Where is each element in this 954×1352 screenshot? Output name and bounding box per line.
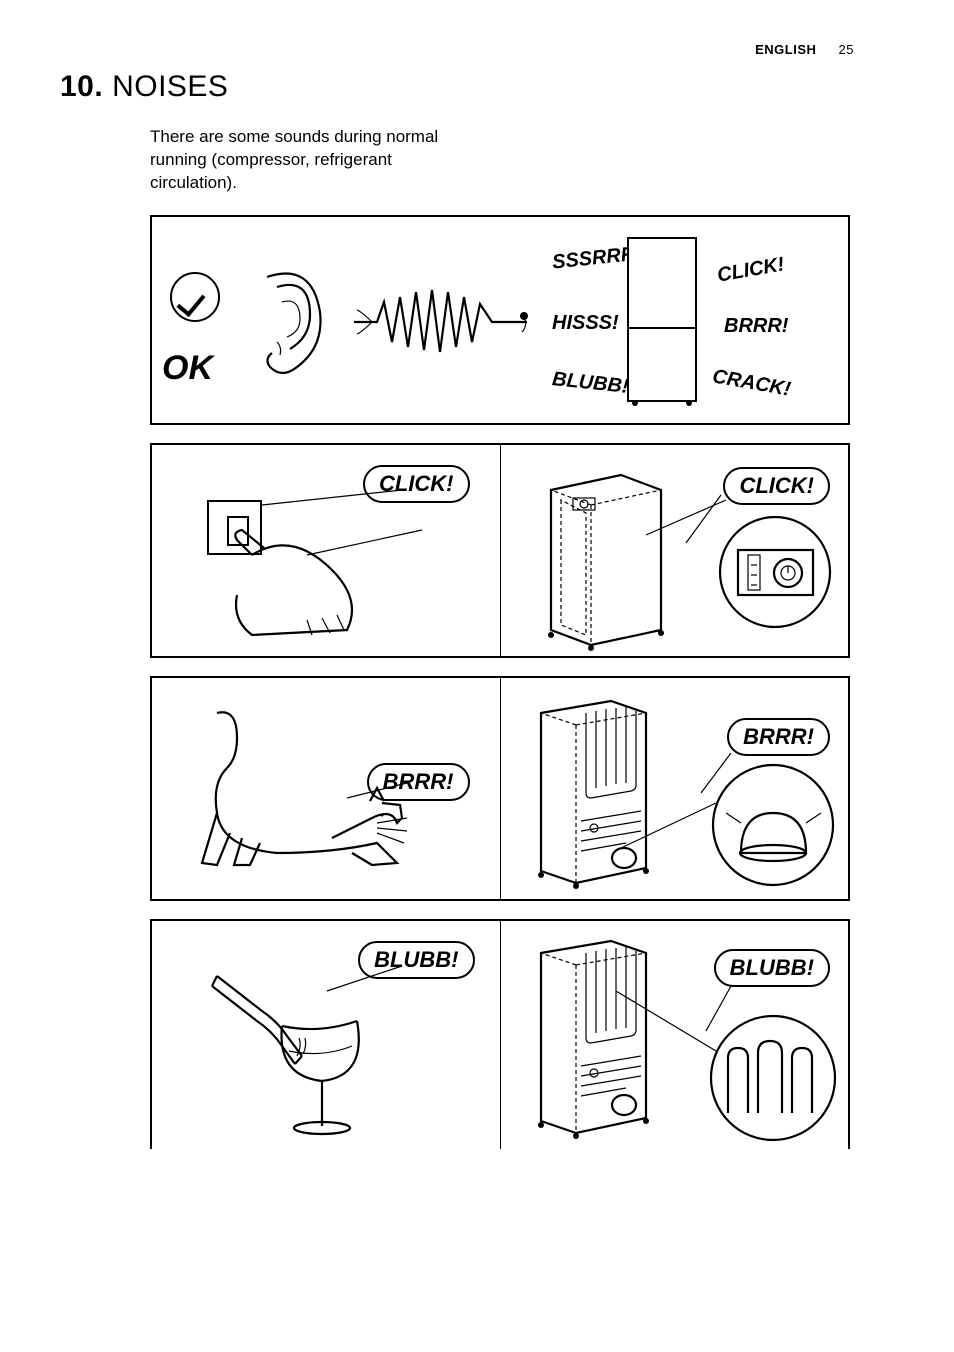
section-name: NOISES (112, 70, 228, 103)
pointer-line-2 (646, 495, 746, 545)
noise-click: CLICK! (716, 253, 787, 287)
cell-click-fridge: CLICK! (501, 445, 849, 656)
section-number: 10. (60, 70, 103, 103)
pointer-line-3 (347, 778, 437, 803)
noise-brrr: BRRR! (724, 315, 788, 338)
lang-label: ENGLISH (755, 42, 816, 57)
fridge-iso-icon (531, 465, 681, 650)
hand-icon (192, 500, 402, 640)
fridge-icon (627, 237, 697, 402)
pointer-line (262, 490, 442, 520)
panel-overview: OK SSSRRR! HISSS! BLUBB! CLICK! BRRR! CR… (150, 215, 850, 425)
intro-text: There are some sounds during normal runn… (150, 126, 460, 195)
bubble-brrr-right: BRRR! (727, 718, 830, 756)
noise-crack: CRACK! (711, 365, 793, 401)
panel-click: CLICK! CLICK! (150, 443, 850, 658)
panel-brrr: BRRR! BRRR! (150, 676, 850, 901)
pointer-line-4 (621, 753, 741, 853)
page-header: ENGLISH 25 (755, 42, 854, 57)
noise-hisss: HISSS! (552, 312, 619, 335)
check-icon (170, 272, 220, 322)
cell-blubb-coils: BLUBB! (501, 921, 849, 1149)
ear-icon (242, 267, 332, 377)
cell-blubb-wine: BLUBB! (152, 921, 501, 1149)
cell-click-hand: CLICK! (152, 445, 501, 656)
pointer-line-5 (327, 961, 427, 1001)
ok-label: OK (162, 349, 213, 388)
soundwave-icon (352, 282, 532, 362)
page-number: 25 (839, 42, 854, 57)
panel-blubb: BLUBB! BLUBB! (150, 919, 850, 1149)
pointer-line-6 (616, 981, 746, 1081)
cell-brrr-compressor: BRRR! (501, 678, 849, 899)
section-title: 10. NOISES (60, 70, 894, 104)
noise-blubb: BLUBB! (551, 368, 630, 399)
cell-brrr-cat: BRRR! (152, 678, 501, 899)
